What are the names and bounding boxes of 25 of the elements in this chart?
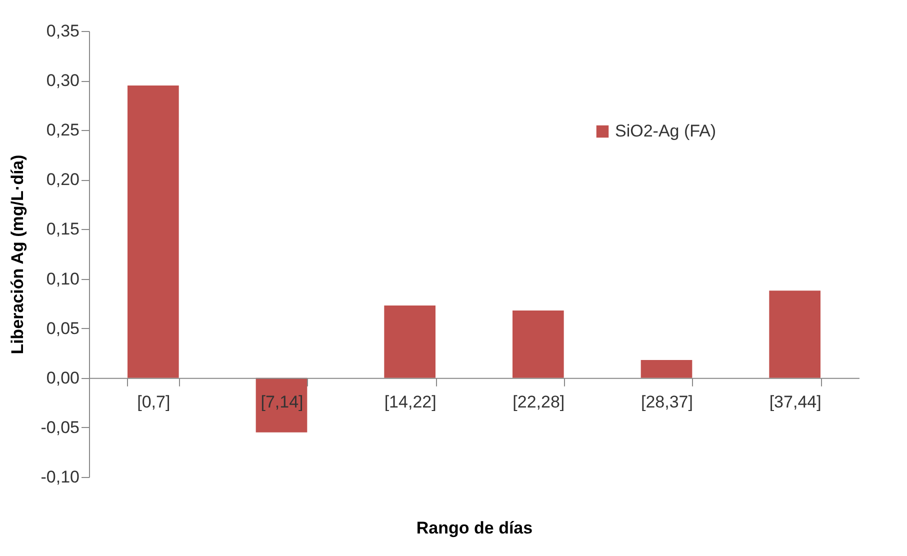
bar (384, 306, 436, 378)
x-axis-title: Rango de días (416, 518, 533, 538)
y-tick-label: 0,30 (46, 71, 80, 90)
x-tick-label: [14,22] (384, 392, 436, 412)
y-tick-label: 0,15 (46, 220, 80, 239)
bar (256, 378, 308, 432)
x-tick-label: [37,44] (769, 392, 822, 412)
bar (512, 310, 564, 378)
x-tick-label: [22,28] (512, 392, 565, 412)
y-tick-label: 0,20 (46, 170, 80, 190)
bar (769, 290, 820, 378)
y-tick-label: 0,05 (46, 318, 80, 338)
x-tick-label: [7,14] (260, 392, 304, 412)
x-tick-label: [28,37] (641, 392, 693, 412)
y-tick-label: 0,35 (46, 22, 80, 40)
bar (128, 86, 179, 378)
legend-label: SiO2-Ag (FA) (615, 122, 716, 140)
y-tick-label: 0,25 (46, 120, 80, 140)
y-tick-label: 0,10 (46, 269, 80, 288)
bar (640, 360, 692, 378)
y-tick-label: 0,00 (46, 368, 80, 388)
y-tick-label: -0,05 (40, 418, 80, 437)
x-tick-label: [0,7] (137, 392, 170, 412)
y-axis-title: Liberación Ag (mg/L·día) (8, 154, 27, 354)
y-tick-label: -0,10 (40, 468, 80, 486)
